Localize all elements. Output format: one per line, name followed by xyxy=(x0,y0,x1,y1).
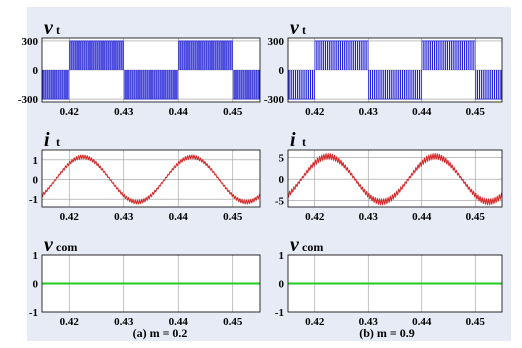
y-tick-label: 300 xyxy=(268,36,285,48)
panel-ylabel-subscript: t xyxy=(56,135,60,149)
x-tick-label: 0.42 xyxy=(60,316,80,328)
x-tick-label: 0.44 xyxy=(169,211,189,223)
caption-right: (b) m = 0.9 xyxy=(359,326,415,340)
it-current-series xyxy=(42,154,260,205)
x-tick-label: 0.42 xyxy=(305,106,325,118)
vt-pwm-series xyxy=(288,40,502,100)
plot-border xyxy=(287,149,503,208)
x-tick-label: 0.44 xyxy=(412,316,432,328)
plot-area xyxy=(42,150,260,207)
plot-border xyxy=(287,254,503,313)
vt-pwm-series xyxy=(42,40,260,100)
y-tick-label: -1 xyxy=(29,307,38,319)
y-tick-label: -300 xyxy=(18,94,39,106)
x-tick-label: 0.43 xyxy=(114,106,134,118)
y-tick-label: 0 xyxy=(279,65,285,77)
x-tick-label: 0.45 xyxy=(466,211,486,223)
panel-ylabel: v xyxy=(290,17,300,39)
y-tick-label: -300 xyxy=(264,94,285,106)
y-tick-label: 300 xyxy=(22,36,39,48)
plot-border xyxy=(287,37,503,103)
panel-ylabel: v xyxy=(290,234,300,256)
x-tick-label: 0.43 xyxy=(114,211,134,223)
x-tick-label: 0.43 xyxy=(359,316,379,328)
y-tick-label: 0 xyxy=(279,279,285,291)
y-tick-label: 1 xyxy=(33,250,39,262)
x-tick-label: 0.45 xyxy=(223,211,243,223)
panel-ylabel: v xyxy=(44,17,54,39)
caption-left: (a) m = 0.2 xyxy=(133,326,188,340)
plot-border xyxy=(41,254,261,313)
x-tick-label: 0.42 xyxy=(60,211,80,223)
y-tick-label: -5 xyxy=(275,196,285,208)
panel-2: 0.42 0.43 0.44 0.45 1 0 -1 i t xyxy=(29,129,261,223)
panel-1: 0.42 0.43 0.44 0.45 300 0 -300 v t xyxy=(264,17,503,118)
panel-ylabel: v xyxy=(44,234,54,256)
panel-ylabel-subscript: t xyxy=(302,135,306,149)
y-tick-label: 5 xyxy=(279,153,285,165)
panel-5: 0.42 0.43 0.44 0.45 1 0 -1 v com xyxy=(275,234,503,328)
plot-border xyxy=(41,149,261,208)
x-tick-label: 0.42 xyxy=(305,211,325,223)
x-tick-label: 0.45 xyxy=(223,316,243,328)
panel-ylabel-subscript: t xyxy=(302,23,306,37)
y-tick-label: 0 xyxy=(279,174,285,186)
panel-ylabel: i xyxy=(290,129,296,151)
x-tick-label: 0.45 xyxy=(466,316,486,328)
y-tick-label: 1 xyxy=(33,155,39,167)
panel-4: 0.42 0.43 0.44 0.45 1 0 -1 v com xyxy=(29,234,261,328)
x-tick-label: 0.45 xyxy=(466,106,486,118)
x-tick-label: 0.43 xyxy=(114,316,134,328)
x-tick-label: 0.43 xyxy=(359,211,379,223)
panel-ylabel-subscript: com xyxy=(302,240,323,254)
x-tick-label: 0.44 xyxy=(169,316,189,328)
panel-3: 0.42 0.43 0.44 0.45 5 0 -5 i t xyxy=(275,129,503,223)
panel-ylabel: i xyxy=(44,129,50,151)
y-tick-label: 0 xyxy=(33,279,39,291)
y-tick-label: 0 xyxy=(33,174,39,186)
y-tick-label: 0 xyxy=(33,65,39,77)
x-tick-label: 0.45 xyxy=(223,106,243,118)
y-tick-label: -1 xyxy=(29,194,38,206)
x-tick-label: 0.42 xyxy=(305,316,325,328)
x-tick-label: 0.43 xyxy=(359,106,379,118)
panel-ylabel-subscript: com xyxy=(56,240,77,254)
it-current-series xyxy=(288,152,502,206)
x-tick-label: 0.44 xyxy=(169,106,189,118)
x-tick-label: 0.44 xyxy=(412,211,432,223)
plot-area xyxy=(288,150,502,207)
y-tick-label: 1 xyxy=(279,250,285,262)
panel-0: 0.42 0.43 0.44 0.45 300 0 -300 v t xyxy=(18,17,261,118)
x-tick-label: 0.44 xyxy=(412,106,432,118)
panel-ylabel-subscript: t xyxy=(56,23,60,37)
x-tick-label: 0.42 xyxy=(60,106,80,118)
plot-border xyxy=(41,37,261,103)
y-tick-label: -1 xyxy=(275,307,284,319)
